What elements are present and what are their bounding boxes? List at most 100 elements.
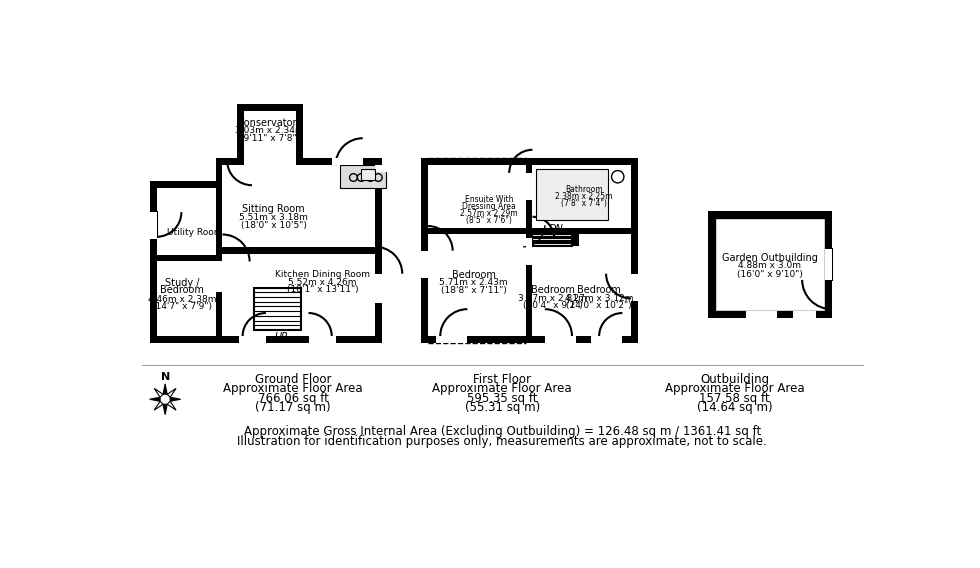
Text: Bedroom: Bedroom [577, 285, 621, 295]
Bar [216, 158, 382, 343]
Text: (18'0" x 10'5"): (18'0" x 10'5") [241, 220, 307, 229]
Bar [237, 158, 244, 165]
Bar [545, 336, 576, 343]
Text: 157.58 sq ft: 157.58 sq ft [700, 391, 770, 404]
Bar [747, 311, 777, 319]
Bar [150, 336, 216, 343]
Bar [237, 158, 303, 165]
Text: 5.51m x 3.18m: 5.51m x 3.18m [239, 213, 308, 222]
Polygon shape [171, 397, 180, 402]
Bar [252, 153, 279, 161]
Polygon shape [163, 404, 168, 415]
Bar [332, 158, 363, 165]
Bar [150, 254, 216, 261]
Bar [222, 247, 375, 254]
Text: (7'8" x 7'4"): (7'8" x 7'4") [561, 199, 607, 208]
Bar [209, 189, 216, 220]
Bar [525, 239, 532, 265]
Bar [572, 235, 579, 246]
Text: 595.35 sq ft: 595.35 sq ft [467, 391, 537, 404]
Text: (18'8" x 7'11"): (18'8" x 7'11") [441, 286, 507, 295]
Text: DN: DN [549, 224, 564, 233]
Polygon shape [150, 397, 160, 402]
Text: Utility Room: Utility Room [167, 228, 222, 236]
Bar [339, 165, 386, 188]
Text: (55.31 sq m): (55.31 sq m) [465, 401, 540, 414]
Bar [150, 181, 157, 343]
Bar [296, 105, 303, 161]
Bar [150, 181, 216, 188]
Circle shape [163, 397, 168, 402]
Text: (10'4" x 9'2"): (10'4" x 9'2") [522, 302, 582, 311]
Text: (14'7" x 7'9"): (14'7" x 7'9") [152, 302, 213, 311]
Bar [708, 311, 832, 319]
Bar [237, 105, 303, 161]
Bar [254, 287, 301, 330]
Bar [150, 181, 216, 343]
Bar [824, 249, 832, 280]
Bar [420, 158, 428, 343]
Bar [420, 250, 428, 278]
Bar [708, 211, 832, 218]
Text: UP: UP [274, 332, 288, 343]
Polygon shape [154, 389, 163, 397]
Text: 2.38m x 2.25m: 2.38m x 2.25m [555, 192, 612, 201]
Bar [428, 228, 525, 235]
Bar [536, 169, 608, 220]
Text: 4.88m x 3.0m: 4.88m x 3.0m [738, 261, 801, 270]
Text: 4.27m x 3.12m: 4.27m x 3.12m [564, 294, 633, 303]
Bar [591, 336, 622, 343]
Text: Kitchen Dining Room: Kitchen Dining Room [275, 270, 370, 279]
Text: (18'1" x 13'11"): (18'1" x 13'11") [286, 285, 359, 294]
Bar [714, 218, 824, 311]
Text: (8'5" x 7'6"): (8'5" x 7'6") [466, 216, 512, 225]
Bar [532, 228, 631, 235]
Bar [362, 169, 375, 180]
Bar [237, 105, 303, 111]
Bar [244, 153, 296, 161]
Bar [824, 211, 832, 319]
Bar [631, 274, 638, 300]
Bar [216, 247, 222, 336]
Text: Approximate Floor Area: Approximate Floor Area [223, 382, 363, 395]
Text: Bedroom: Bedroom [531, 285, 574, 295]
Text: Conservatory: Conservatory [237, 118, 303, 128]
Text: (14'0" x 10'2"): (14'0" x 10'2") [566, 302, 632, 311]
Bar [375, 158, 382, 343]
Bar [532, 235, 572, 246]
Bar [309, 336, 335, 343]
Bar [631, 158, 638, 343]
Bar [237, 105, 244, 161]
Bar [150, 212, 157, 239]
Bar [708, 211, 832, 319]
Text: 4.46m x 2.38m: 4.46m x 2.38m [148, 295, 217, 303]
Text: 3.17m x 2.81m: 3.17m x 2.81m [518, 294, 587, 303]
Bar [216, 158, 382, 165]
Polygon shape [168, 389, 176, 397]
Bar [239, 336, 266, 343]
Bar [420, 336, 638, 343]
Bar [339, 165, 386, 188]
Text: Outbuilding: Outbuilding [700, 373, 769, 386]
Polygon shape [163, 384, 168, 394]
Text: Approximate Gross Internal Area (Excluding Outbuilding) = 126.48 sq m / 1361.41 : Approximate Gross Internal Area (Excludi… [244, 425, 760, 438]
Bar [525, 173, 532, 200]
Text: (9'11" x 7'8"): (9'11" x 7'8") [240, 133, 300, 143]
Polygon shape [168, 402, 176, 410]
Bar [436, 336, 467, 343]
Polygon shape [154, 402, 163, 410]
Text: Sitting Room: Sitting Room [242, 204, 305, 215]
Text: 2.57m x 2.29m: 2.57m x 2.29m [461, 209, 517, 218]
Text: First Floor: First Floor [473, 373, 531, 386]
Text: Dressing Area: Dressing Area [463, 202, 515, 211]
Text: 766.06 sq ft: 766.06 sq ft [258, 391, 328, 404]
Text: 3.03m x 2.34m: 3.03m x 2.34m [235, 126, 304, 135]
Text: Illustration for identification purposes only, measurements are approximate, not: Illustration for identification purposes… [237, 436, 767, 449]
Bar [375, 165, 406, 172]
Text: Approximate Floor Area: Approximate Floor Area [432, 382, 572, 395]
Bar [296, 158, 303, 165]
Bar [536, 169, 608, 220]
Bar [525, 165, 532, 336]
Text: (71.17 sq m): (71.17 sq m) [255, 401, 331, 414]
Text: Bedroom: Bedroom [161, 285, 204, 295]
